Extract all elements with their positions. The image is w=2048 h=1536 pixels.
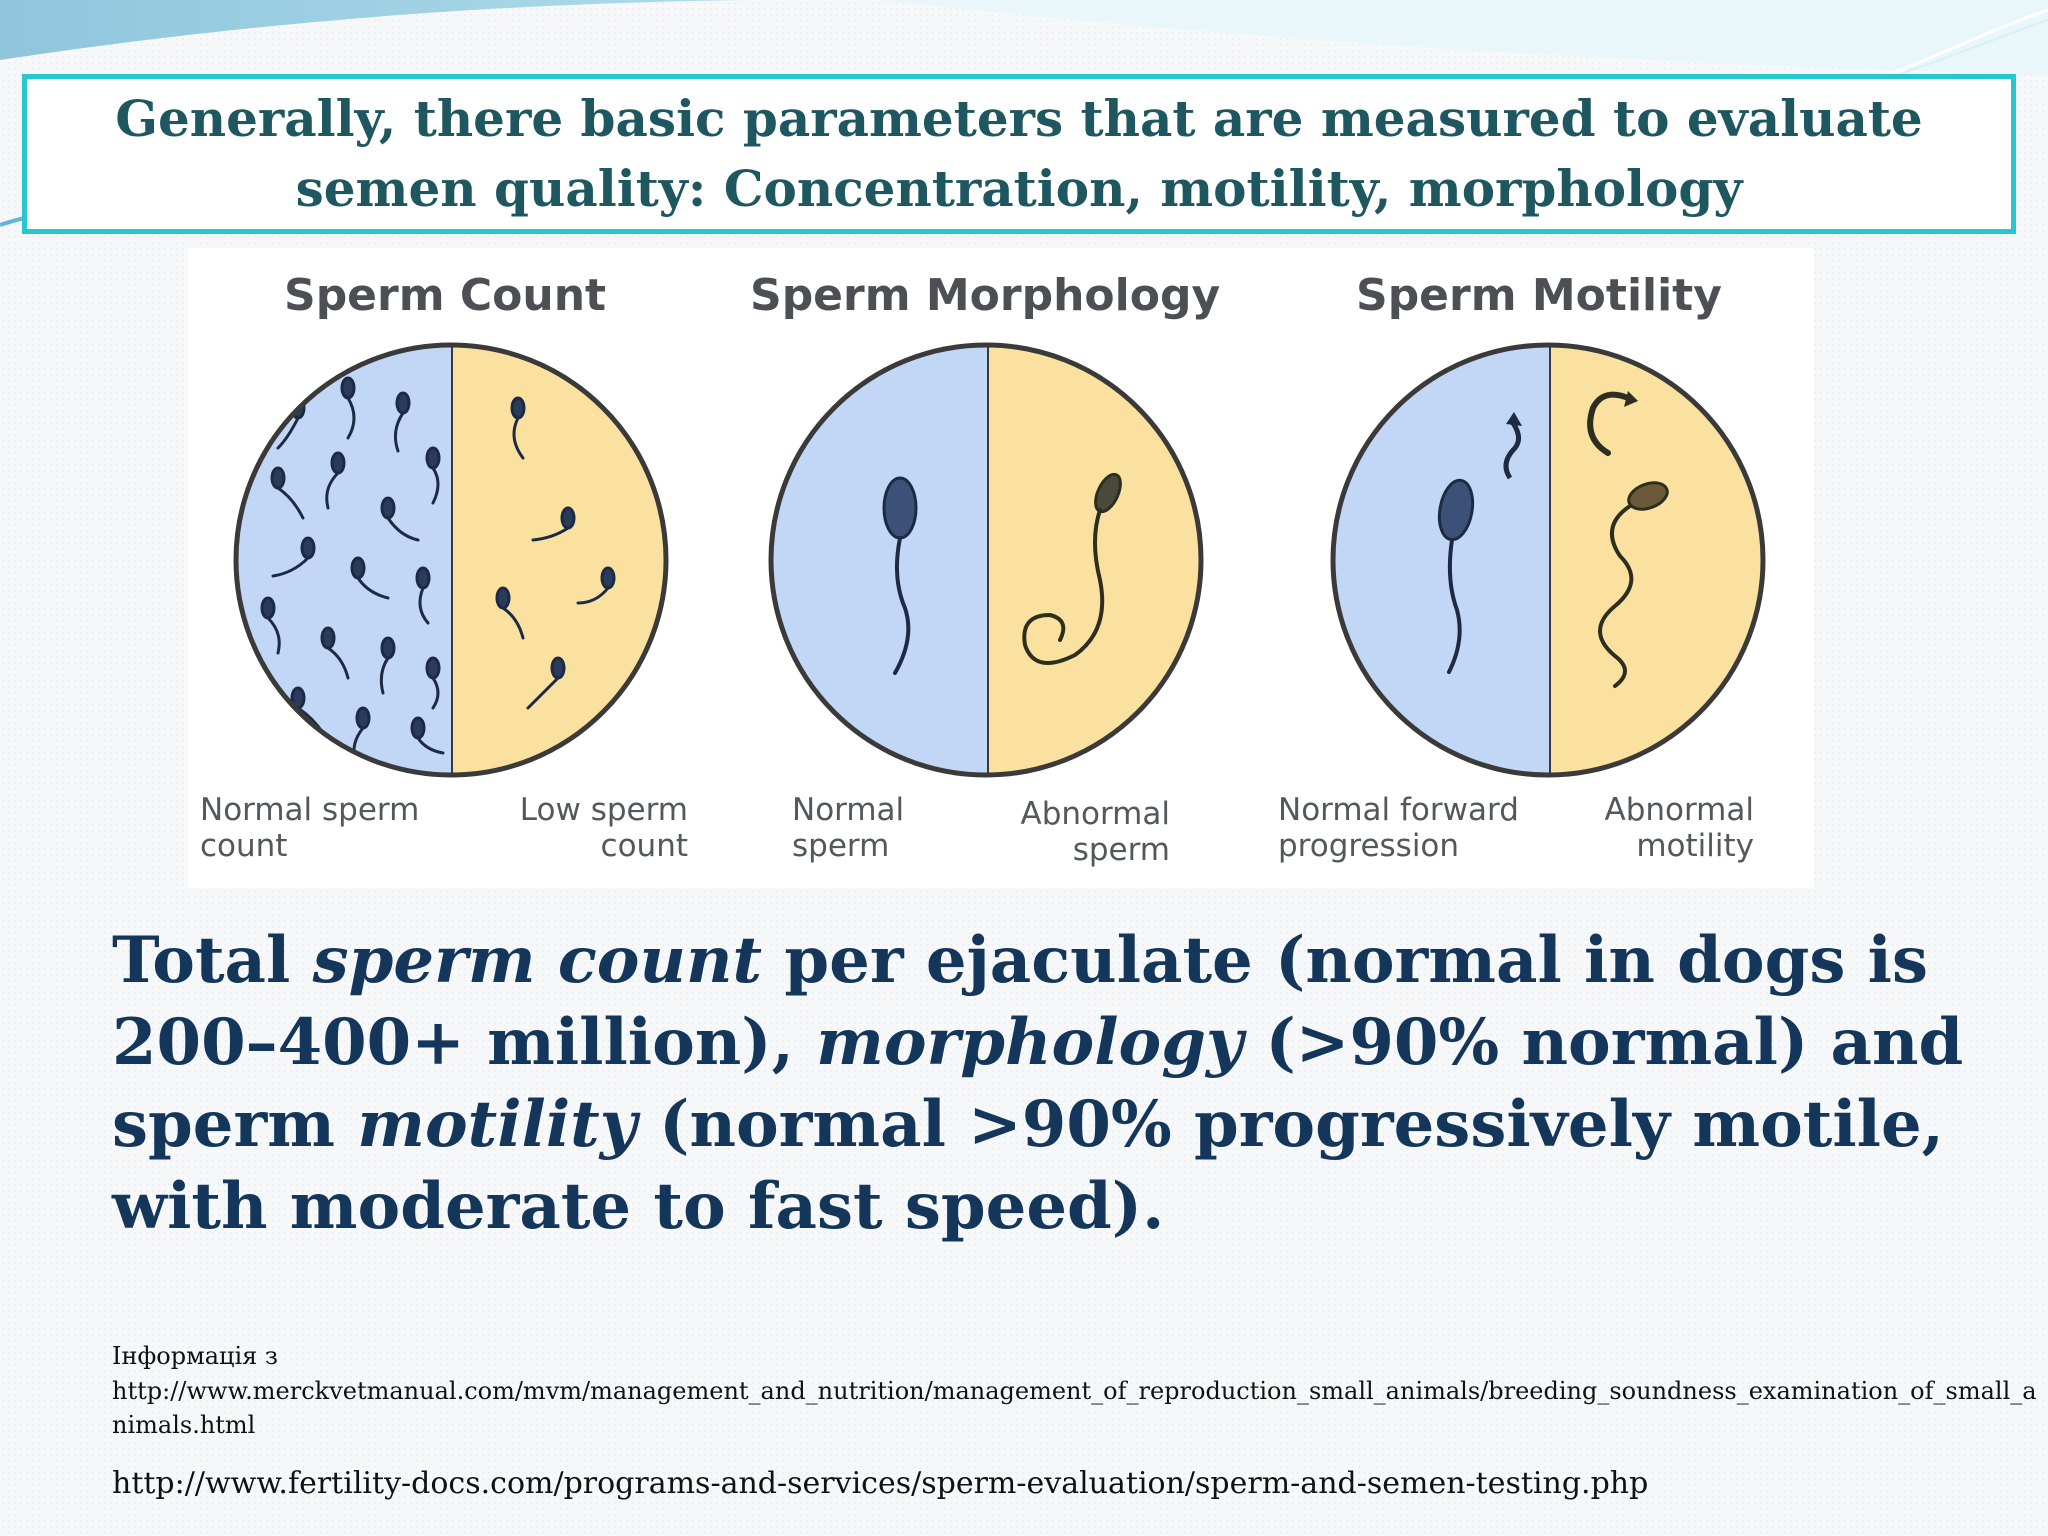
main-body-text: Total sperm count per ejaculate (normal … bbox=[112, 920, 1972, 1248]
body-text-segment: per ejaculate (normal in dogs is 200–400… bbox=[112, 923, 1928, 1080]
body-text-segment: (>90% normal) and sperm bbox=[112, 1005, 1964, 1162]
body-text-segment: Total bbox=[112, 923, 313, 998]
caption-normal-sperm-count: Normal sperm count bbox=[200, 792, 420, 864]
sperm-count-circle bbox=[233, 342, 669, 778]
caption-normal-sperm: Normal sperm bbox=[792, 792, 905, 864]
circles-illustration bbox=[233, 342, 1766, 778]
caption-abnormal-motility: Abnormal motility bbox=[1604, 792, 1754, 864]
panel-title-sperm-count: Sperm Count bbox=[284, 270, 607, 321]
body-text-emphasis: sperm count bbox=[312, 923, 763, 998]
source-link-fertility-docs[interactable]: http://www.fertility-docs.com/programs-a… bbox=[112, 1466, 1649, 1501]
sperm-motility-circle bbox=[1330, 342, 1766, 778]
slide-title: Generally, there basic parameters that a… bbox=[115, 89, 1923, 218]
body-text-emphasis: motility bbox=[357, 1087, 637, 1162]
source-link-merck[interactable]: http://www.merckvetmanual.com/mvm/manage… bbox=[112, 1377, 2037, 1439]
panel-title-sperm-motility: Sperm Motility bbox=[1356, 270, 1722, 321]
body-text-emphasis: morphology bbox=[816, 1005, 1244, 1080]
body-text-segment: (normal >90% progressively motile, with … bbox=[112, 1087, 1944, 1244]
title-box: Generally, there basic parameters that a… bbox=[22, 74, 2016, 234]
sperm-morphology-circle bbox=[768, 342, 1204, 778]
sources-label: Інформація з bbox=[112, 1342, 279, 1370]
header-swoosh-decoration bbox=[0, 0, 2048, 227]
panel-title-sperm-morphology: Sperm Morphology bbox=[750, 270, 1221, 321]
caption-low-sperm-count: Low sperm count bbox=[519, 792, 688, 864]
few-sperm-icons bbox=[495, 396, 616, 710]
caption-normal-forward-progression: Normal forward progression bbox=[1278, 792, 1519, 864]
caption-abnormal-sperm: Abnormal sperm bbox=[1020, 796, 1170, 868]
sperm-parameters-figure: Sperm Count Sperm Morphology Sperm Motil… bbox=[188, 248, 1814, 888]
